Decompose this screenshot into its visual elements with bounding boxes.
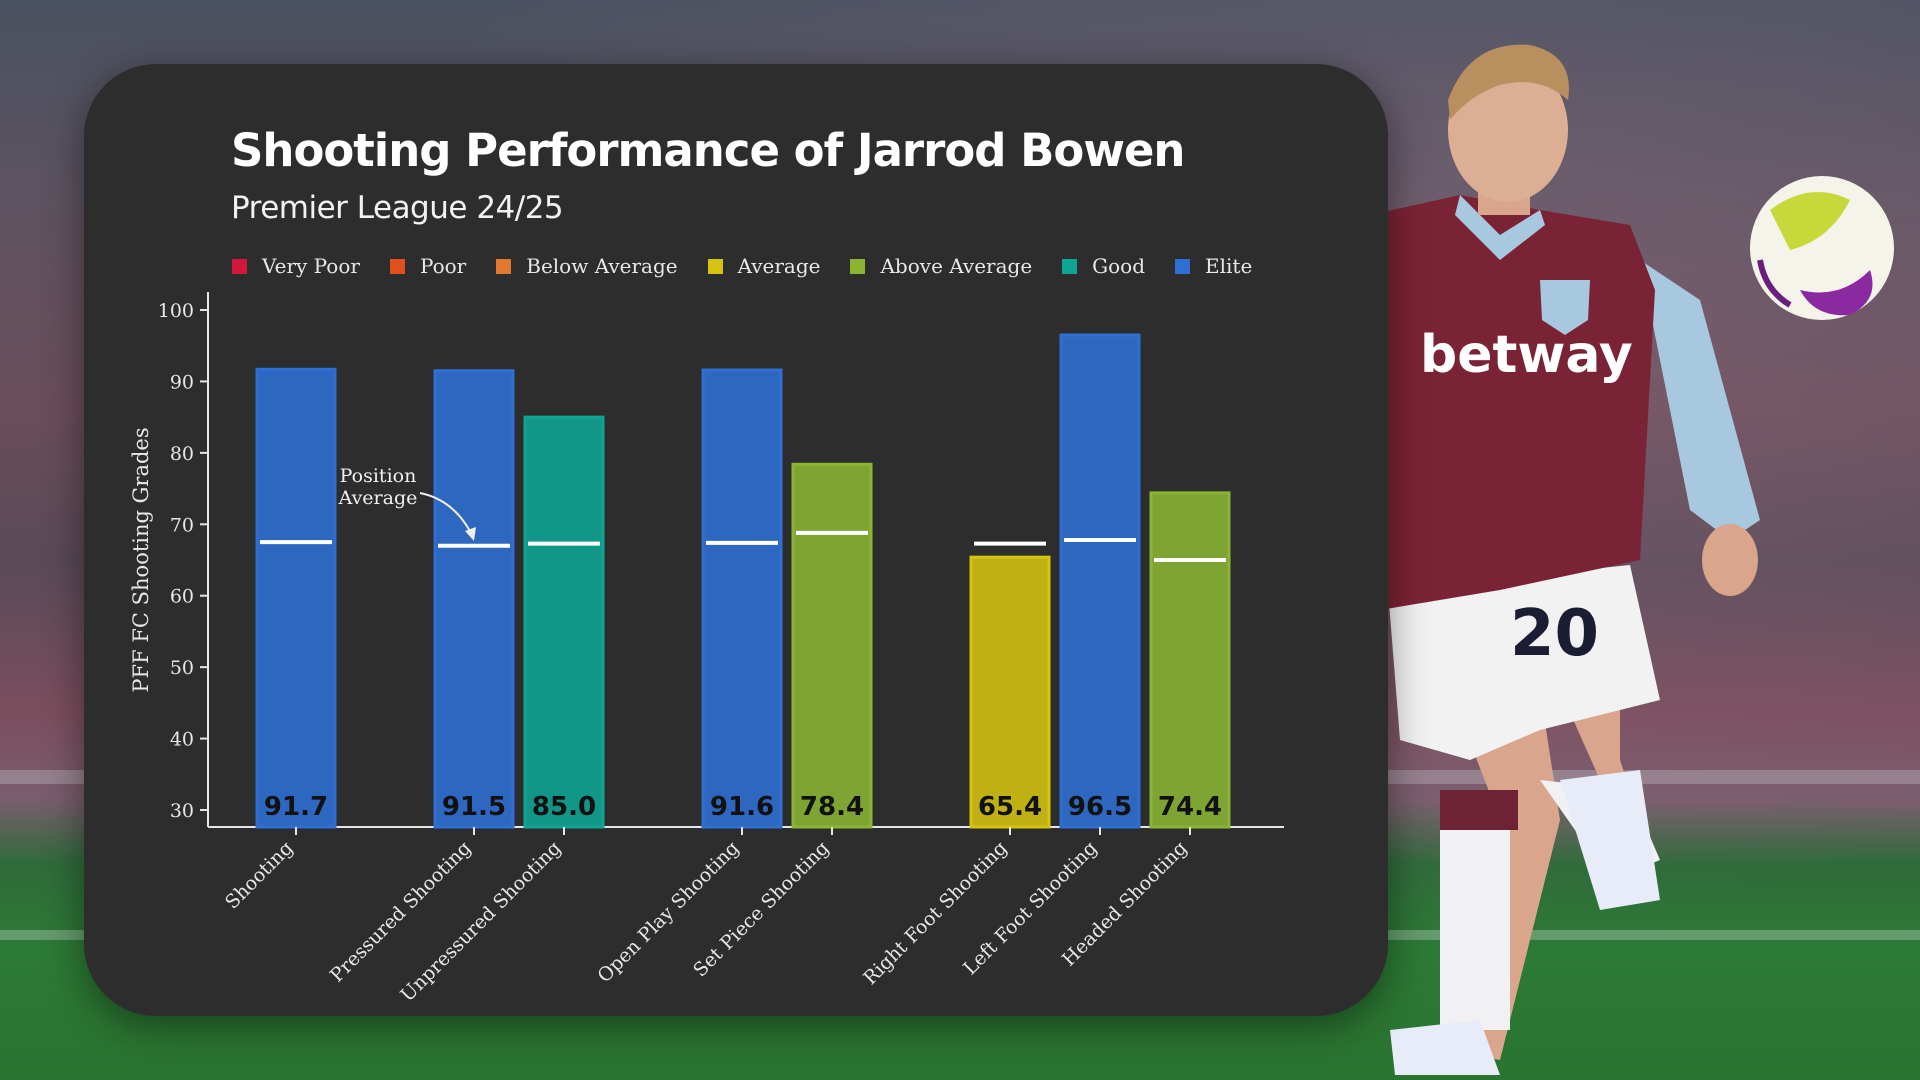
bar-value-label: 85.0: [532, 792, 596, 822]
x-category-label: Unpressured Shooting: [396, 837, 565, 1006]
legend-swatch: [1175, 258, 1191, 274]
bar: [701, 368, 783, 829]
bar: [1149, 491, 1231, 829]
legend-label: Good: [1092, 254, 1146, 278]
bar: [523, 415, 605, 829]
annotation-arrowhead: [465, 527, 476, 541]
annotation-text: Position: [340, 465, 417, 487]
bar-value-label: 91.6: [710, 792, 774, 822]
bar-value-label: 91.7: [264, 792, 328, 822]
legend-label: Elite: [1205, 254, 1253, 278]
bar: [255, 367, 337, 829]
bar-value-label: 91.5: [442, 792, 506, 822]
chart-legend: Very Poor Poor Below Average Average Above A…: [232, 252, 1282, 280]
legend-label: Above Average: [880, 254, 1033, 278]
bar-value-label: 78.4: [800, 792, 864, 822]
legend-swatch: [707, 258, 723, 274]
y-axis-label: PFF FC Shooting Grades: [129, 427, 153, 692]
legend-swatch: [496, 258, 512, 274]
legend-item: Good: [1062, 254, 1145, 278]
club-crest-icon: [1540, 280, 1590, 335]
bar-value-label: 65.4: [978, 792, 1042, 822]
football-icon: [1750, 176, 1894, 320]
legend-swatch: [850, 258, 866, 274]
chart-subtitle: Premier League 24/25: [231, 190, 564, 226]
y-tick-label: 80: [170, 443, 194, 465]
annotation-text: Average: [338, 487, 418, 509]
y-tick-label: 90: [170, 371, 194, 393]
bar: [433, 369, 515, 829]
y-tick-label: 70: [170, 514, 194, 536]
y-tick-label: 100: [158, 300, 194, 322]
legend-label: Poor: [419, 254, 467, 278]
y-tick-label: 40: [170, 729, 194, 751]
bar-value-label: 74.4: [1158, 792, 1222, 822]
legend-item: Average: [707, 254, 821, 278]
shirt-number: 20: [1510, 597, 1599, 671]
bar-value-label: 96.5: [1068, 792, 1132, 822]
legend-item: Poor: [389, 254, 467, 278]
legend-swatch: [232, 258, 247, 274]
x-category-label: Right Foot Shooting: [859, 837, 1011, 989]
legend-label: Average: [737, 254, 821, 278]
legend-item: Below Average: [496, 254, 678, 278]
bar: [969, 555, 1051, 829]
y-tick-label: 50: [170, 657, 194, 679]
legend-swatch: [389, 258, 405, 274]
jersey-sponsor: betway: [1420, 325, 1633, 385]
bar: [1059, 333, 1141, 829]
legend-label: Very Poor: [262, 254, 360, 278]
legend-item: Elite: [1175, 254, 1252, 278]
x-category-label: Shooting: [221, 837, 298, 914]
bar: [791, 462, 873, 829]
legend-item: Very Poor: [232, 254, 360, 278]
legend-label: Below Average: [526, 254, 678, 278]
y-tick-label: 30: [170, 800, 194, 822]
chart-title: Shooting Performance of Jarrod Bowen: [231, 124, 1185, 177]
y-tick-label: 60: [170, 586, 194, 608]
legend-swatch: [1062, 258, 1078, 274]
legend-item: Above Average: [850, 254, 1032, 278]
